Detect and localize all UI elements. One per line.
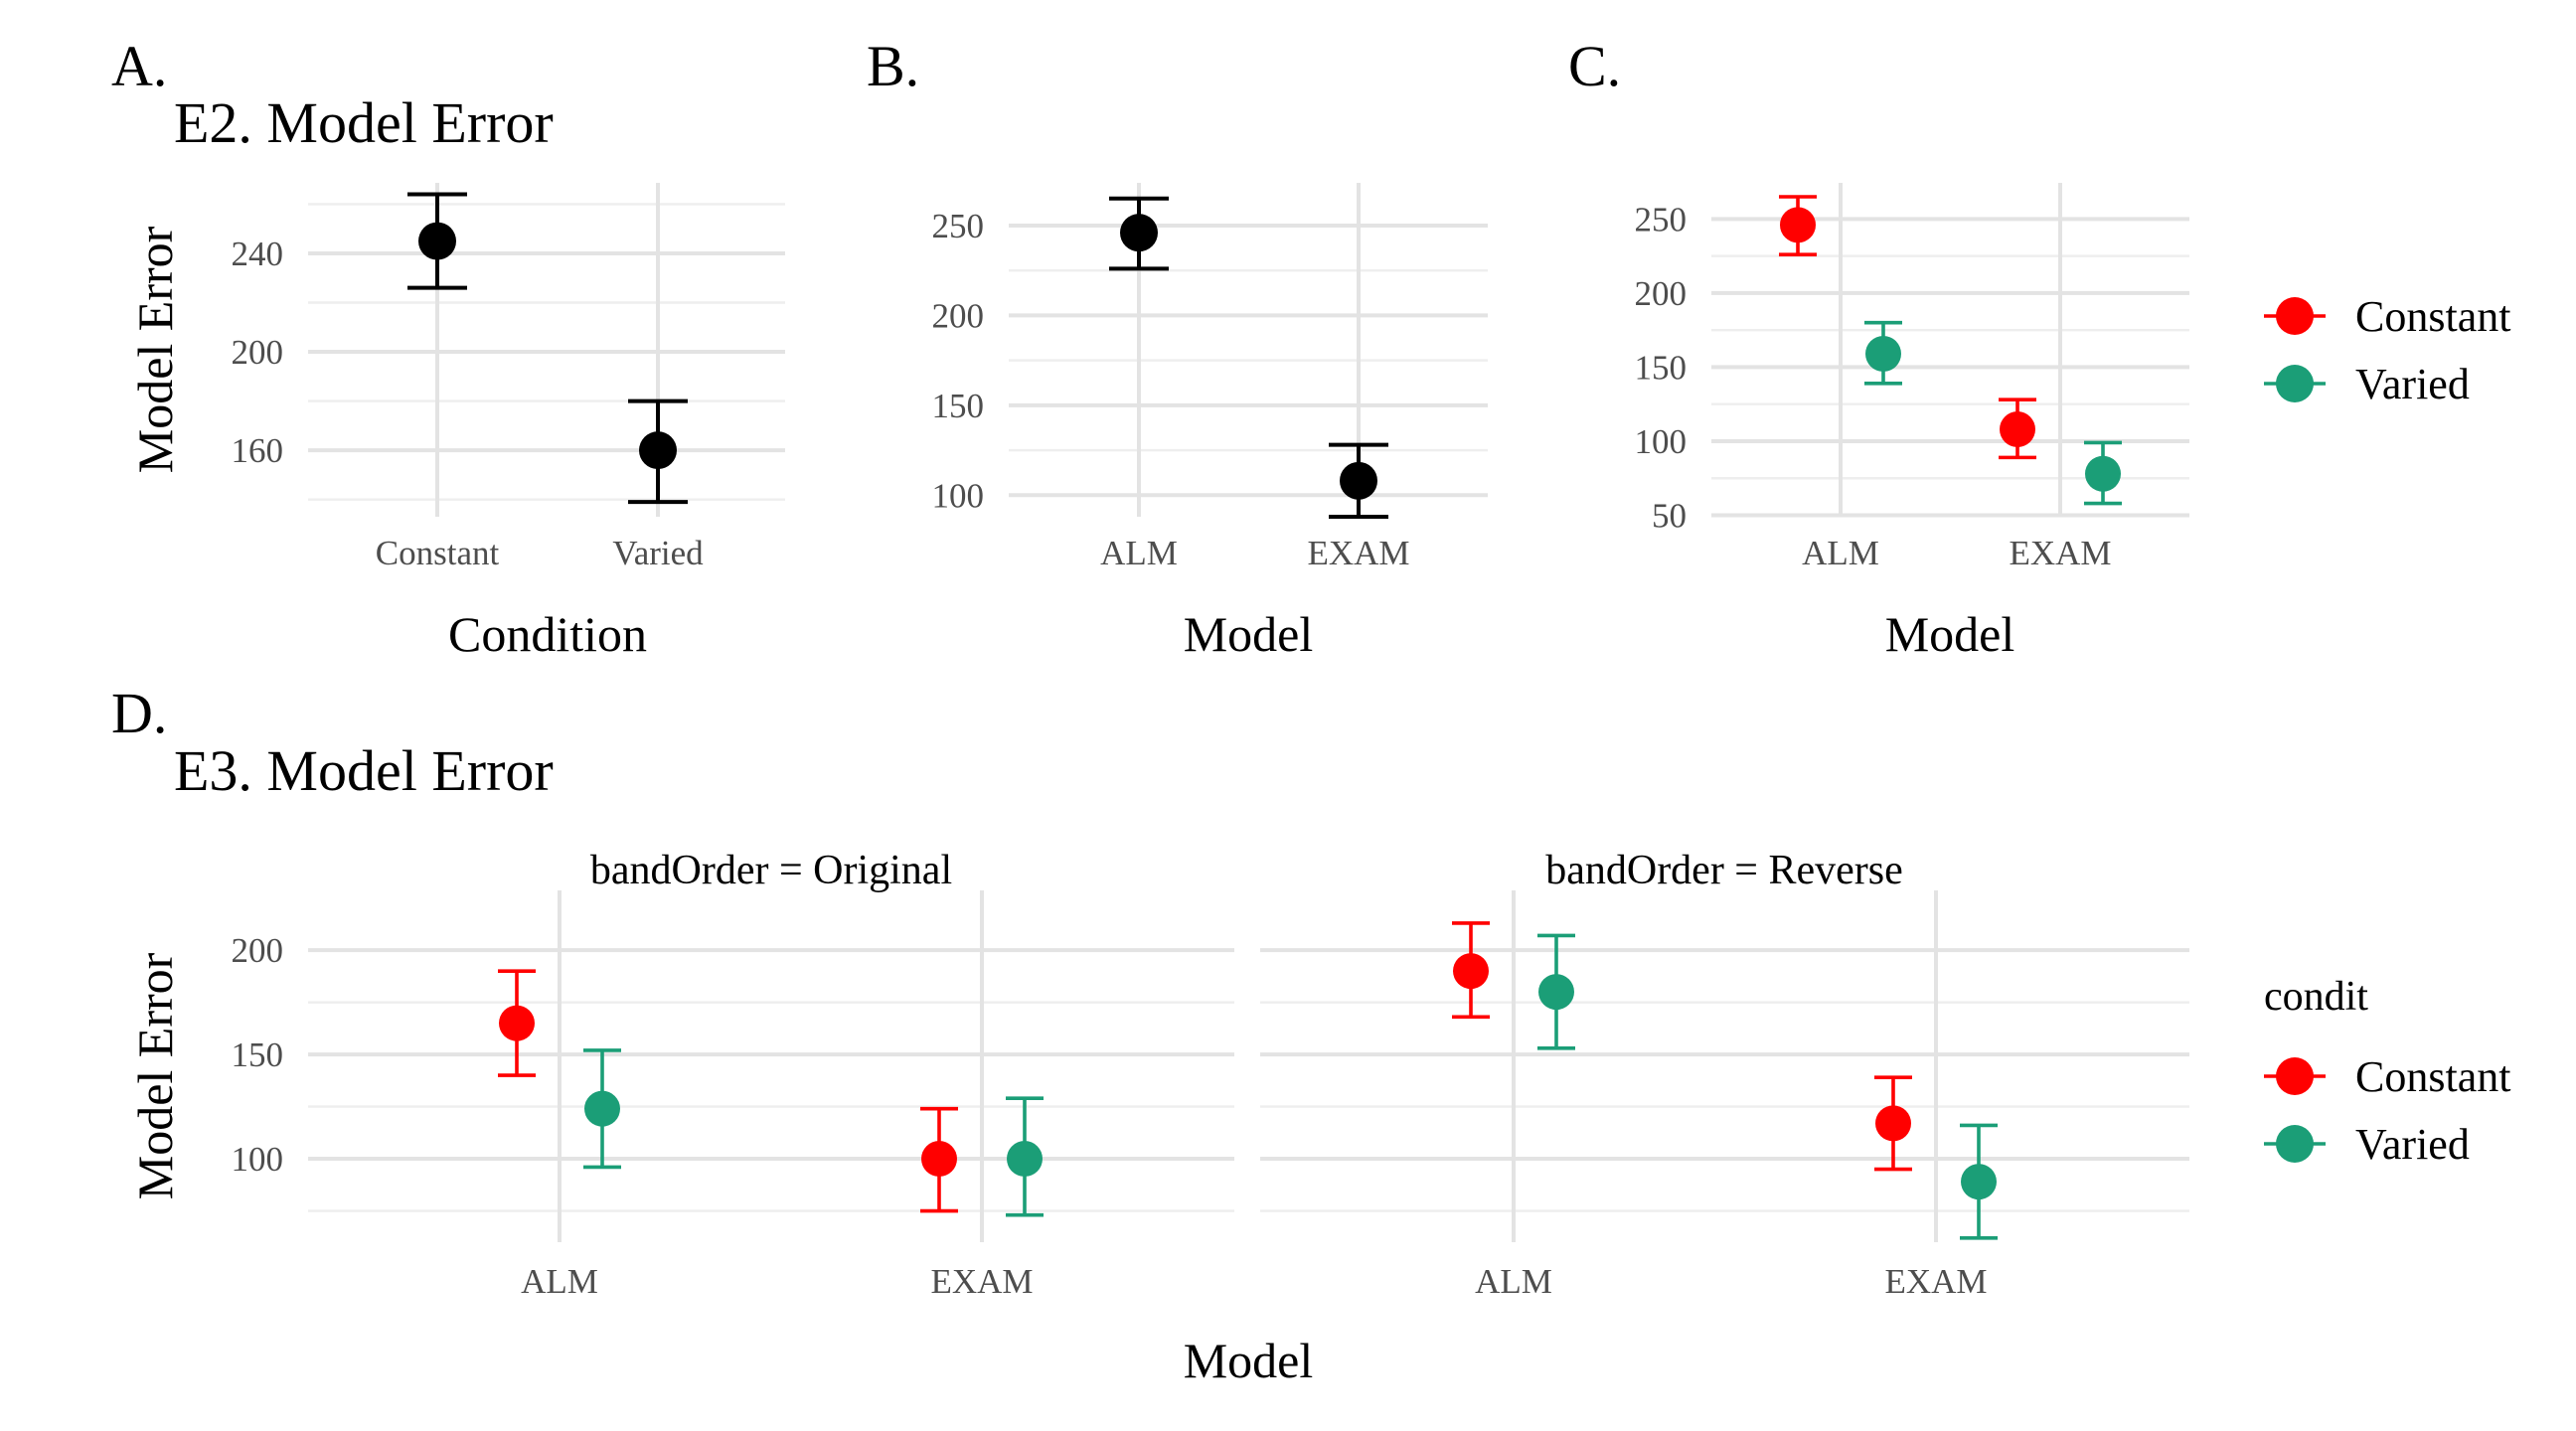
panel-tag-b: B.	[867, 34, 919, 98]
panel-d-x-axis-title: Model	[1184, 1333, 1314, 1388]
panel-a-y-tick-label: 240	[232, 235, 284, 273]
panel-a-point-mean	[639, 431, 677, 470]
panel-c-y-tick-label: 250	[1635, 200, 1688, 238]
panel-b-x-tick-label: EXAM	[1307, 534, 1409, 572]
panel-c-y-tick-label: 200	[1635, 274, 1688, 313]
panel-b-x-axis-title: Model	[1184, 606, 1314, 662]
panel-c-y-tick-label: 100	[1635, 422, 1688, 461]
panel-c-point-constant	[2000, 411, 2035, 448]
panel-d-facet-1-y-tick-label: 100	[232, 1140, 284, 1179]
panel-c-y-tick-label: 50	[1652, 497, 1687, 536]
panel-b-y-tick-label: 250	[932, 207, 985, 245]
panel-a-y-tick-label: 200	[232, 333, 284, 372]
panel-b-y-tick-label: 200	[932, 296, 985, 335]
panel-b-y-tick-label: 100	[932, 476, 985, 515]
panel-c-point-constant	[1780, 207, 1816, 243]
panel-c-x-tick-label: ALM	[1802, 534, 1879, 572]
panel-d-facet-2-point-varied	[1538, 974, 1574, 1011]
panel-tag-a: A.	[111, 34, 167, 98]
panel-a-y-axis-title: Model Error	[127, 226, 183, 473]
panel-d-facet-1-point-constant	[921, 1141, 957, 1178]
panel-b-point-mean	[1120, 214, 1158, 252]
panel-a-x-axis-title: Condition	[448, 606, 647, 662]
panel-a-plot: 160 200 240 Constant Varied	[232, 183, 785, 572]
legend-c-key-constant-dot	[2276, 297, 2314, 335]
panel-c-point-varied	[1865, 336, 1901, 373]
panel-c-plot: 50 100 150 200 250 ALM EXAM	[1635, 183, 2189, 572]
panel-d-facet-2-x-tick-label: EXAM	[1884, 1262, 1987, 1301]
panel-d-y-axis-title: Model Error	[127, 952, 183, 1199]
panel-c-x-tick-label: EXAM	[2009, 534, 2111, 572]
panel-c-x-axis-title: Model	[1885, 606, 2015, 662]
panel-a-title: E2. Model Error	[174, 90, 554, 155]
panel-d-facet-2-x-tick-label: ALM	[1475, 1262, 1552, 1301]
panel-d-facet-1-point-constant	[499, 1005, 535, 1041]
legend-d: condit Constant Varied	[2264, 974, 2510, 1169]
panel-d-facet-1-plot: 100 150 200 ALM EXAM	[232, 890, 1234, 1301]
legend-d-key-varied-dot	[2276, 1125, 2314, 1163]
legend-d-key-constant-dot	[2276, 1057, 2314, 1095]
panel-d-facet-2-point-constant	[1453, 953, 1489, 990]
legend-d-title: condit	[2264, 974, 2368, 1020]
panel-b-plot: 100 150 200 250 ALM EXAM	[932, 183, 1488, 572]
facet-strip-reverse: bandOrder = Reverse	[1545, 848, 1903, 893]
panel-d-facet-1-x-tick-label: ALM	[521, 1262, 598, 1301]
legend-c-label-varied: Varied	[2355, 360, 2470, 408]
panel-a-x-tick-label: Constant	[376, 534, 500, 572]
legend-c-label-constant: Constant	[2355, 292, 2510, 341]
panel-tag-d: D.	[111, 681, 167, 745]
legend-c-key-varied-dot	[2276, 365, 2314, 402]
facet-strip-original: bandOrder = Original	[590, 848, 952, 893]
legend-d-label-constant: Constant	[2355, 1052, 2510, 1101]
panel-b-point-mean	[1340, 461, 1377, 500]
panel-c-y-tick-label: 150	[1635, 348, 1688, 387]
panel-b-y-tick-label: 150	[932, 387, 985, 425]
panel-d-facet-1-x-tick-label: EXAM	[930, 1262, 1033, 1301]
panel-d-facet-1-point-varied	[1007, 1141, 1043, 1178]
panel-d-facet-2-point-varied	[1961, 1164, 1997, 1200]
panel-d-facet-2-point-constant	[1875, 1105, 1911, 1142]
panel-a-x-tick-label: Varied	[612, 534, 704, 572]
panel-b-x-tick-label: ALM	[1100, 534, 1178, 572]
legend-d-label-varied: Varied	[2355, 1120, 2470, 1169]
panel-d-facet-1-point-varied	[584, 1090, 620, 1127]
panel-d-facet-1-y-tick-label: 200	[232, 931, 284, 970]
panel-tag-c: C.	[1568, 34, 1621, 98]
panel-d-facet-1-y-tick-label: 150	[232, 1035, 284, 1074]
panel-d-title: E3. Model Error	[174, 738, 554, 803]
panel-c-point-varied	[2085, 455, 2121, 492]
panel-d-facet-2-plot: ALM EXAM	[1260, 890, 2189, 1301]
panel-a-point-mean	[418, 222, 456, 260]
legend-c: Constant Varied	[2264, 292, 2510, 408]
panel-a-y-tick-label: 160	[232, 431, 284, 470]
